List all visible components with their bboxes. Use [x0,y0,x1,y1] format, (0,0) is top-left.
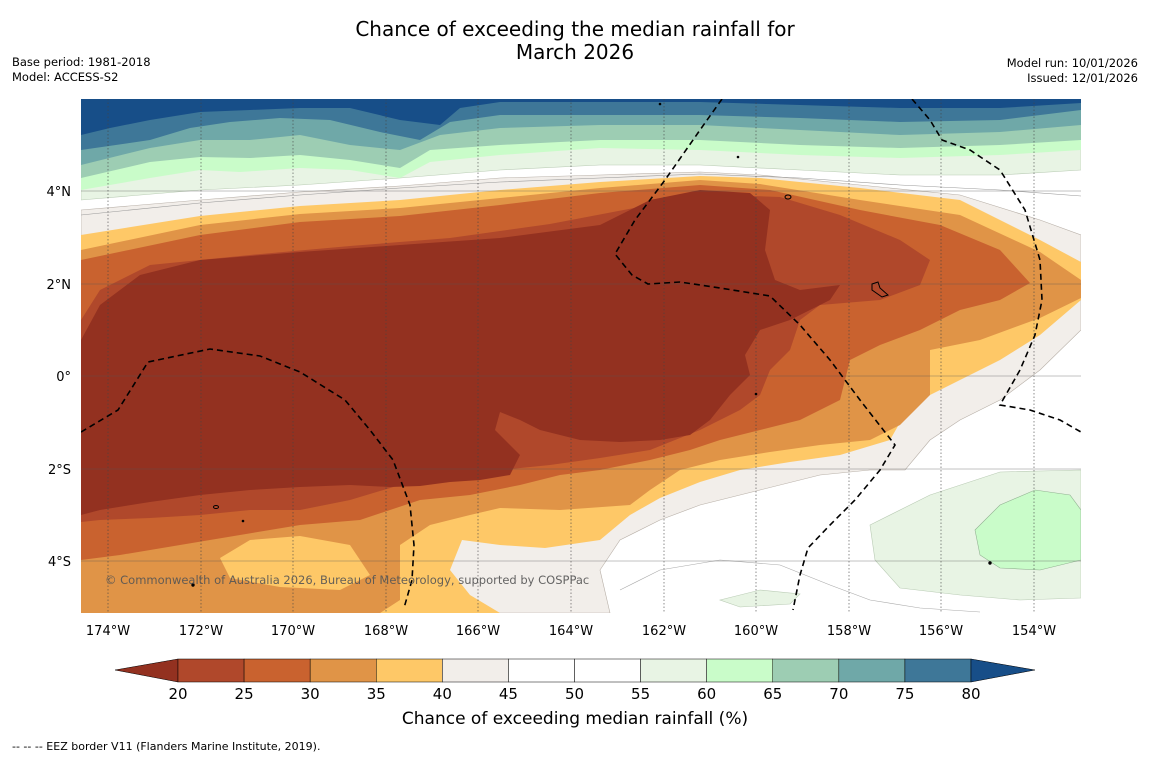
colorbar-tick-60: 60 [697,685,716,703]
lat-label-2s: 2°S [48,463,71,478]
lat-gridlines [81,190,1081,562]
model-text: Model: ACCESS-S2 [12,70,119,84]
colorbar-tick-55: 55 [631,685,650,703]
contour-75-80-north [81,99,1081,150]
lon-label-156w: 156°W [919,624,963,639]
island-8 [658,102,662,106]
lon-label-154w: 154°W [1012,624,1056,639]
chart-title: Chance of exceeding the median rainfall … [0,18,1150,64]
contour-55-60-south-small [718,589,801,608]
colorbar-segments [177,658,972,683]
lat-label-4s: 4°S [48,555,71,570]
colorbar-segment-30-35 [309,658,377,683]
title-line-2: March 2026 [515,40,635,64]
colorbar-tick-50: 50 [565,685,584,703]
lat-label-0: 0° [56,370,71,385]
colorbar-tick-30: 30 [301,685,320,703]
colorbar-segment-60-65 [706,658,774,683]
island-3 [241,519,245,523]
colorbar-segment-70-75 [838,658,906,683]
island-7 [736,155,740,159]
lon-label-160w: 160°W [734,624,778,639]
lon-label-162w: 162°W [642,624,686,639]
issued-text: Issued: 12/01/2026 [1027,71,1138,85]
colorbar-title: Chance of exceeding median rainfall (%) [401,709,749,729]
colorbar-segment-75-80 [904,658,972,683]
eez-border-line-islands-east [911,99,1081,433]
eez-border-line-islands-west [614,99,896,611]
colorbar-tick-80: 80 [961,685,980,703]
islands [191,102,992,587]
colorbar-segment-40-45 [442,658,509,683]
colorbar-segment-20-25 [177,658,245,683]
colorbar-high-arrow [970,658,1036,683]
lon-axis-labels: 174°W 172°W 170°W 168°W 166°W 164°W 162°… [86,624,1056,639]
lon-label-170w: 170°W [271,624,315,639]
island-6 [988,561,992,565]
island-1 [784,194,792,200]
lon-label-164w: 164°W [549,624,593,639]
contour-line-50-north [81,173,1081,216]
colorbar-segment-25-30 [243,658,311,683]
island-5 [754,392,758,396]
colorbar-tick-40: 40 [433,685,452,703]
eez-border-kiribati-phoenix [81,348,415,609]
colorbar-tick-65: 65 [763,685,782,703]
colorbar-segment-35-40 [376,658,443,683]
colorbar-tick-70: 70 [829,685,848,703]
island-kiritimati [871,281,889,298]
colorbar-tick-35: 35 [367,685,386,703]
colorbar-tick-25: 25 [235,685,254,703]
colorbar-tick-45: 45 [499,685,518,703]
contour-35-40-south-west [220,536,370,590]
lon-label-166w: 166°W [456,624,500,639]
colorbar-tick-75: 75 [895,685,914,703]
colorbar-segment-55-60 [640,658,707,683]
eez-footnote: -- -- -- EEZ border V11 (Flanders Marine… [12,740,321,753]
contour-line-50-south [619,559,981,613]
island-4 [191,583,195,587]
base-period-text: Base period: 1981-2018 [12,55,151,69]
colorbar-tick-labels: 20 25 30 35 40 45 50 55 60 65 70 75 80 [168,685,980,703]
title-line-1: Chance of exceeding the median rainfall … [355,17,795,41]
colorbar-segment-65-70 [772,658,840,683]
contour-above-80-north [81,99,1081,135]
lon-label-158w: 158°W [827,624,871,639]
colorbar: 20 25 30 35 40 45 50 55 60 65 70 75 80 [114,658,1036,703]
colorbar-tick-20: 20 [168,685,187,703]
colorbar-segment-45-50 [508,658,575,683]
island-2 [213,505,219,509]
colorbar-low-arrow [114,658,179,683]
lon-label-174w: 174°W [86,624,130,639]
model-run-text: Model run: 10/01/2026 [1006,56,1138,70]
lon-gridlines [107,99,1035,613]
lat-label-2n: 2°N [47,278,72,293]
copyright-text: © Commonwealth of Australia 2026, Bureau… [105,573,589,587]
lon-label-168w: 168°W [364,624,408,639]
rainfall-map: © Commonwealth of Australia 2026, Bureau… [81,99,1081,613]
colorbar-segment-50-55 [574,658,641,683]
meta-left: Base period: 1981-2018 Model: ACCESS-S2 [12,55,151,85]
lat-axis-labels: 4°N 2°N 0° 2°S 4°S [47,185,72,570]
meta-right: Model run: 10/01/2026 Issued: 12/01/2026 [1007,56,1138,86]
eez-borders [81,99,1081,611]
lon-label-172w: 172°W [179,624,223,639]
contour-below-20 [81,190,840,515]
lat-label-4n: 4°N [47,185,72,200]
